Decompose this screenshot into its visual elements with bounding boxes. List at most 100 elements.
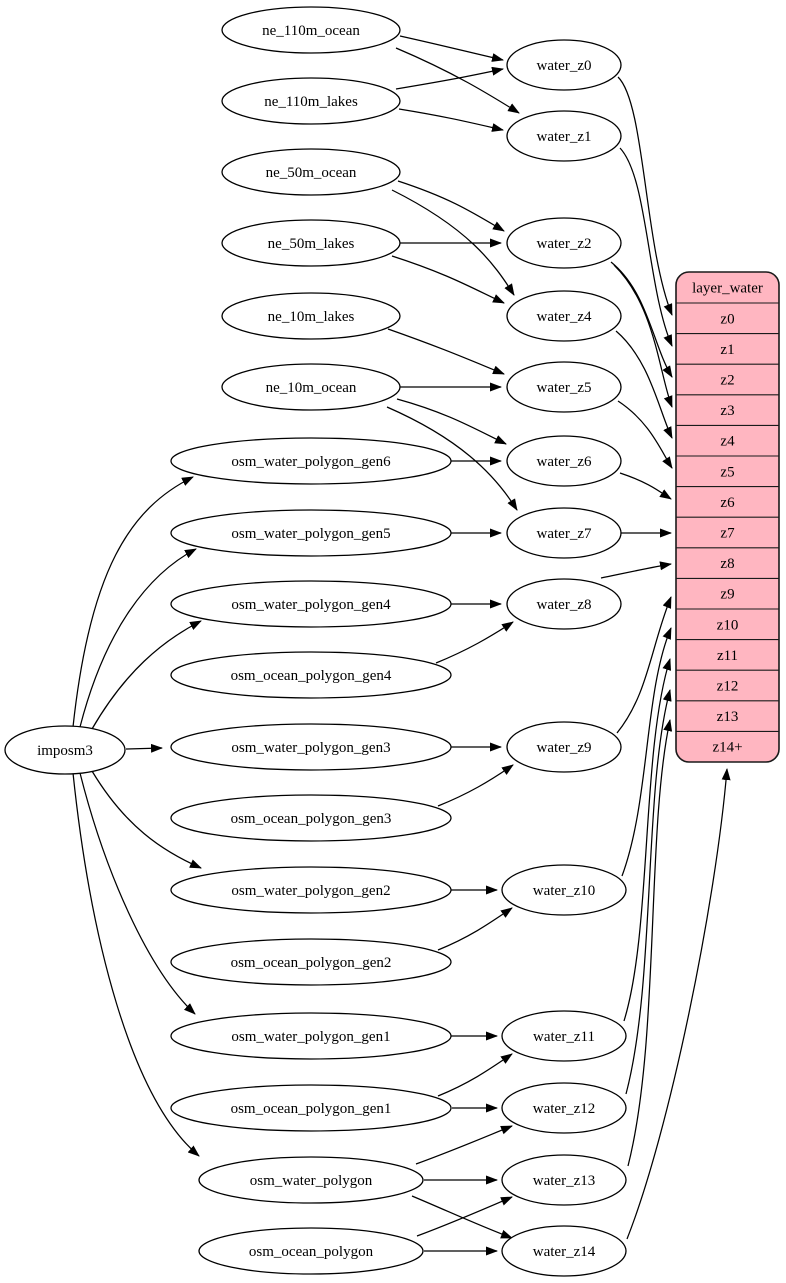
ne-50m-ocean-label: ne_50m_ocean (266, 165, 357, 181)
edge-imposm3-to-osm-water-polygon-gen6 (72, 476, 194, 728)
table-row-z6: z6 (720, 495, 735, 511)
node-osm-water-polygon-gen2: osm_water_polygon_gen2 (170, 866, 452, 914)
table-row-z14plus: z14+ (712, 740, 742, 756)
osm-ocean-polygon-gen2-label: osm_ocean_polygon_gen2 (231, 955, 392, 971)
imposm3-label: imposm3 (37, 743, 93, 759)
edge-imposm3-to-osm-water-polygon-gen1 (79, 772, 196, 1015)
table-row-z4: z4 (720, 434, 735, 450)
edge-osm-ocean-polygon-to-water-z13 (416, 1196, 513, 1237)
water-z9-label: water_z9 (537, 740, 592, 756)
edge-ne-10m-ocean-to-water-z6 (396, 398, 507, 445)
node-water-z8: water_z8 (506, 578, 622, 630)
node-water-z13: water_z13 (501, 1154, 627, 1206)
ne-110m-lakes-label: ne_110m_lakes (264, 94, 358, 110)
edge-water-z5-to-row-z5 (617, 400, 673, 469)
edge-water-z1-to-row-z1 (619, 147, 673, 347)
node-water-z0: water_z0 (506, 39, 622, 91)
edge-ne-110m-ocean-to-water-z0 (399, 35, 504, 62)
osm-water-polygon-gen3-label: osm_water_polygon_gen3 (231, 740, 390, 756)
node-osm-ocean-polygon: osm_ocean_polygon (198, 1227, 424, 1275)
edge-ne-110m-ocean-to-water-z1 (395, 47, 520, 114)
water-z2-label: water_z2 (537, 236, 592, 252)
node-ne-10m-lakes: ne_10m_lakes (221, 292, 401, 340)
table-row-z11: z11 (717, 648, 738, 664)
node-water-z6: water_z6 (506, 435, 622, 487)
water-z10-label: water_z10 (533, 883, 595, 899)
node-ne-10m-ocean: ne_10m_ocean (221, 363, 401, 411)
osm-ocean-polygon-gen4-label: osm_ocean_polygon_gen4 (231, 668, 392, 684)
edge-water-z6-to-row-z6 (619, 472, 672, 500)
edge-water-z4-to-row-z4 (615, 330, 673, 439)
layer-water-table: layer_water z0 z1 z2 z3 z4 z5 z6 z7 z8 z… (675, 271, 780, 763)
osm-ocean-polygon-label: osm_ocean_polygon (249, 1244, 374, 1260)
node-ne-110m-ocean: ne_110m_ocean (221, 6, 401, 54)
water-z5-label: water_z5 (537, 380, 592, 396)
edge-osm-ocean-polygon-gen2-to-water-z10 (437, 907, 513, 951)
osm-water-polygon-gen1-label: osm_water_polygon_gen1 (231, 1029, 390, 1045)
node-osm-water-polygon-gen6: osm_water_polygon_gen6 (170, 437, 452, 485)
table-row-z0: z0 (720, 311, 734, 327)
edge-ne-50m-ocean-to-water-z4 (391, 189, 515, 296)
water-z1-label: water_z1 (537, 129, 592, 145)
imposm3-ellipse (4, 725, 126, 775)
node-water-z10: water_z10 (501, 864, 627, 916)
edge-water-z8-to-row-z8 (600, 561, 672, 579)
node-water-z1: water_z1 (506, 110, 622, 162)
edge-water-z0-to-row-z0 (617, 76, 673, 316)
water-z14-label: water_z14 (533, 1244, 596, 1260)
node-water-z2: water_z2 (506, 217, 622, 269)
edge-water-z14-to-row-z14plus (626, 768, 731, 1240)
edges (72, 35, 731, 1256)
edge-imposm3-to-osm-water-polygon-gen4 (91, 620, 202, 730)
node-ne-50m-ocean: ne_50m_ocean (221, 148, 401, 196)
table-row-z12: z12 (717, 679, 739, 695)
edge-ne-110m-lakes-to-water-z0 (395, 66, 504, 90)
node-water-z4: water_z4 (506, 290, 622, 342)
edge-water-z11-to-row-z11 (623, 658, 672, 1022)
ne-10m-lakes-label: ne_10m_lakes (268, 309, 355, 325)
edge-osm-ocean-polygon-gen4-to-water-z8 (435, 621, 514, 664)
edge-imposm3-to-osm-water-polygon (72, 772, 200, 1157)
osm-ocean-polygon-gen1-label: osm_ocean_polygon_gen1 (231, 1101, 392, 1117)
edge-water-z10-to-row-z10 (621, 627, 672, 877)
node-water-z9: water_z9 (506, 721, 622, 773)
table-row-z10: z10 (717, 617, 739, 633)
osm-water-polygon-gen2-label: osm_water_polygon_gen2 (231, 883, 390, 899)
layer-water-title: layer_water (692, 281, 763, 297)
osm-water-polygon-gen4-label: osm_water_polygon_gen4 (231, 597, 391, 613)
osm-water-polygon-gen5-label: osm_water_polygon_gen5 (231, 526, 390, 542)
edge-ne-50m-ocean-to-water-z2 (397, 180, 505, 232)
water-z4-label: water_z4 (537, 309, 592, 325)
node-ne-110m-lakes: ne_110m_lakes (221, 77, 401, 125)
table-row-z7: z7 (720, 526, 735, 542)
edge-imposm3-to-osm-water-polygon-gen5 (79, 548, 197, 728)
table-row-z8: z8 (720, 556, 734, 572)
edge-water-z12-to-row-z12 (625, 689, 672, 1095)
node-water-z7: water_z7 (506, 507, 622, 559)
edge-water-z2-to-row-z3 (613, 264, 673, 408)
edge-osm-water-polygon-to-water-z12 (415, 1125, 513, 1165)
table-row-z13: z13 (717, 709, 739, 725)
node-osm-ocean-polygon-gen3: osm_ocean_polygon_gen3 (170, 794, 452, 842)
node-osm-water-polygon: osm_water_polygon (198, 1156, 424, 1204)
ne-10m-ocean-label: ne_10m_ocean (266, 380, 357, 396)
node-osm-ocean-polygon-gen1: osm_ocean_polygon_gen1 (170, 1084, 452, 1132)
edge-ne-10m-lakes-to-water-z5 (387, 328, 505, 375)
table-row-z9: z9 (720, 587, 734, 603)
edge-imposm3-to-osm-water-polygon-gen3 (125, 743, 163, 753)
ne-50m-lakes-label: ne_50m_lakes (268, 236, 355, 252)
edge-water-z9-to-row-z9 (616, 596, 672, 734)
osm-ocean-polygon-gen3-label: osm_ocean_polygon_gen3 (231, 811, 392, 827)
water-z6-label: water_z6 (537, 454, 592, 470)
edge-ne-50m-lakes-to-water-z4 (391, 255, 505, 304)
node-ne-50m-lakes: ne_50m_lakes (221, 219, 401, 267)
table-row-z3: z3 (720, 403, 734, 419)
node-water-z5: water_z5 (506, 361, 622, 413)
osm-water-polygon-gen6-label: osm_water_polygon_gen6 (231, 454, 391, 470)
water-z11-label: water_z11 (533, 1029, 595, 1045)
water-z12-label: water_z12 (533, 1101, 595, 1117)
table-row-z2: z2 (720, 373, 734, 389)
node-osm-ocean-polygon-gen4: osm_ocean_polygon_gen4 (170, 651, 452, 699)
